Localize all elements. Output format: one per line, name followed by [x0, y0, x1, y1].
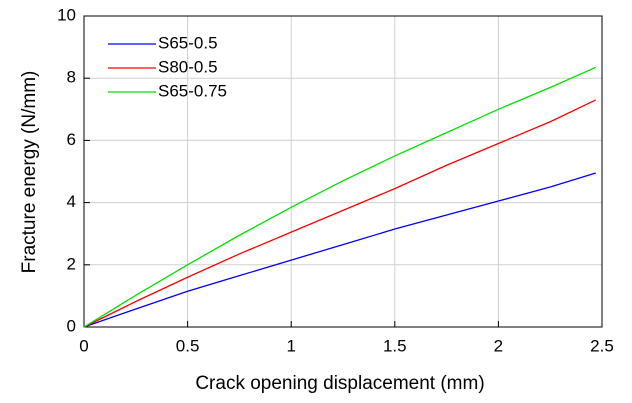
series-line: [83, 66, 597, 328]
y-tick-label: 0: [67, 316, 76, 335]
series-line: [83, 99, 597, 328]
y-tick-label: 10: [57, 5, 76, 24]
series-line: [83, 172, 596, 328]
y-tick-label: 4: [67, 192, 76, 211]
legend-label: S65-0.5: [158, 33, 218, 52]
x-tick-label: 0: [79, 336, 88, 355]
y-tick-label: 8: [67, 68, 76, 87]
x-tick-label: 1: [286, 336, 295, 355]
x-tick-label: 2: [494, 336, 503, 355]
plot-frame: [83, 15, 603, 328]
y-tick-label: 6: [67, 130, 76, 149]
y-tick-label: 2: [67, 254, 76, 273]
x-tick-label: 1.5: [383, 336, 407, 355]
x-tick-label: 2.5: [590, 336, 614, 355]
y-axis-label: Fracture energy (N/mm): [19, 71, 40, 274]
legend-label: S80-0.5: [158, 57, 218, 76]
x-axis-label: Crack opening displacement (mm): [195, 373, 484, 394]
x-tick-label: 0.5: [176, 336, 200, 355]
legend-label: S65-0.75: [158, 81, 227, 100]
